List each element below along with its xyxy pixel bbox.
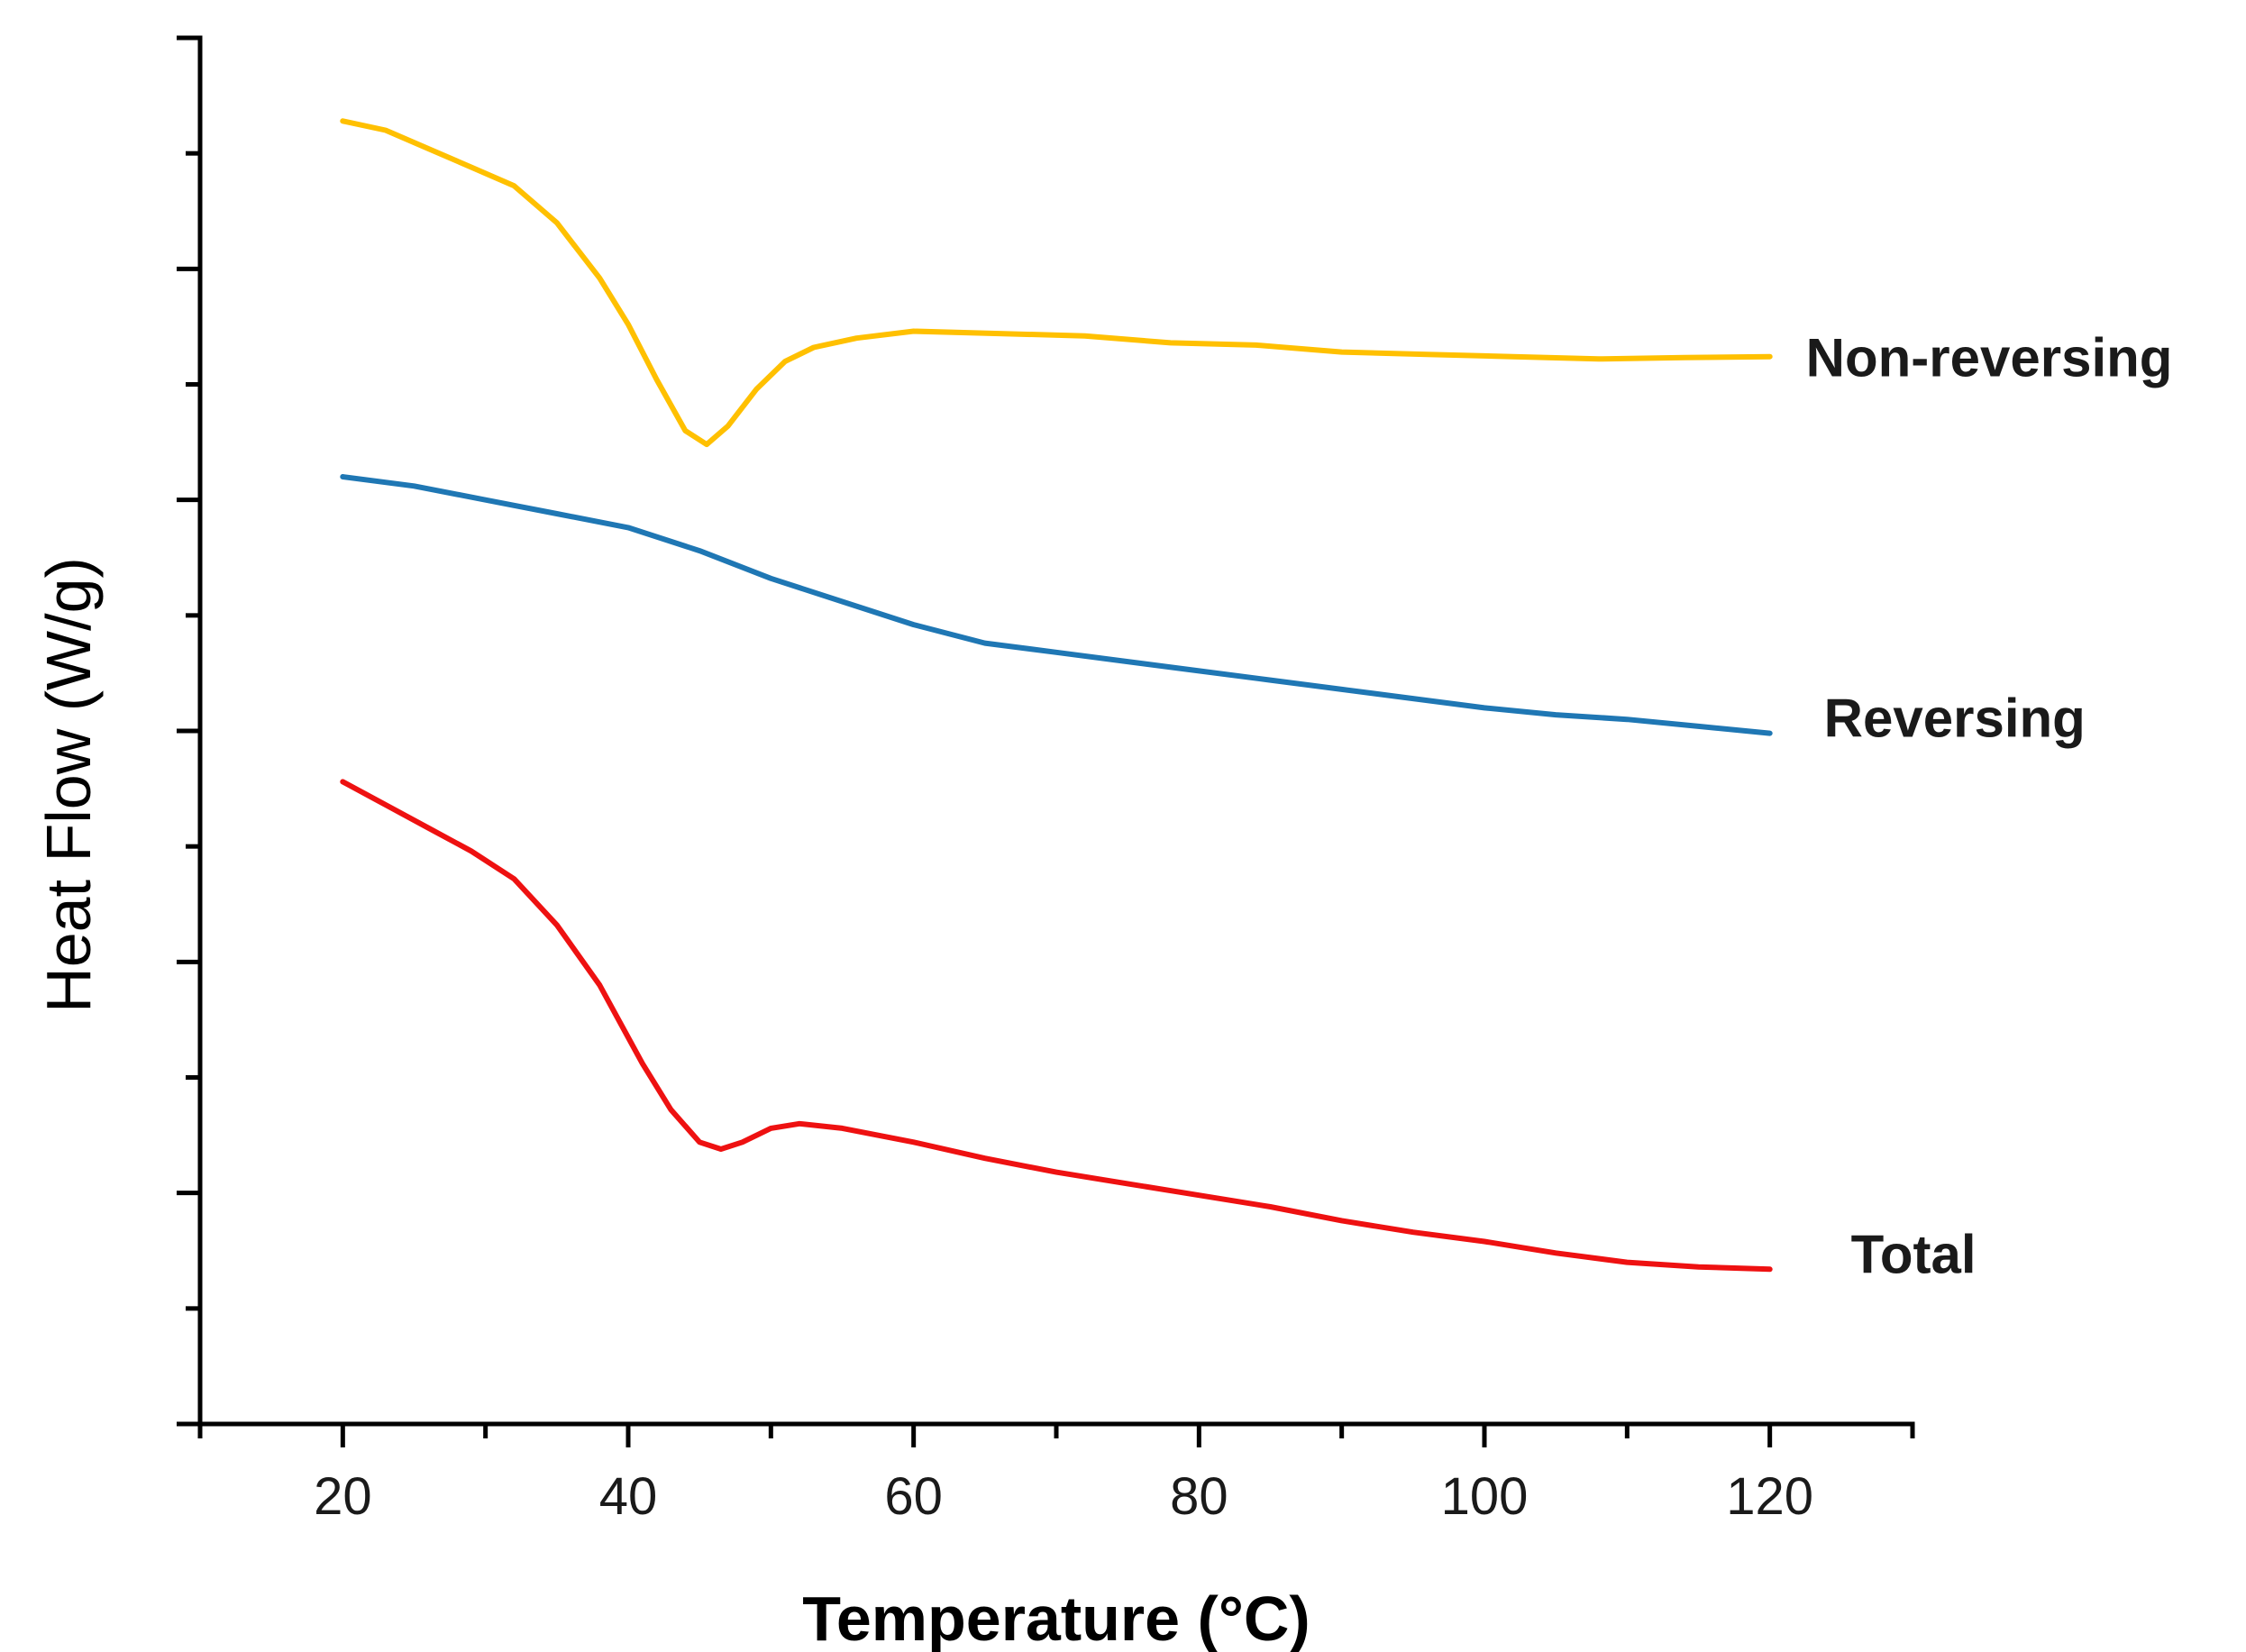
total-line <box>340 779 1773 1273</box>
x-tick-label: 20 <box>314 1467 372 1526</box>
x-tick-label: 40 <box>599 1467 658 1526</box>
reversing-label: Reversing <box>1824 689 2086 749</box>
x-tick-labels: 20 40 60 80 100 120 <box>314 1467 1813 1526</box>
series-lines <box>340 118 1773 1273</box>
non-reversing-line <box>340 118 1773 448</box>
x-tick-label: 120 <box>1726 1467 1813 1526</box>
x-tick-label: 60 <box>884 1467 943 1526</box>
x-tick-label: 80 <box>1170 1467 1228 1526</box>
x-ticks <box>197 1424 1915 1447</box>
non-reversing-label: Non-reversing <box>1806 328 2173 388</box>
y-ticks <box>177 35 200 1427</box>
x-tick-label: 100 <box>1441 1467 1529 1526</box>
x-axis: 20 40 60 80 100 120 <box>197 1421 1915 1526</box>
total-label: Total <box>1851 1224 1977 1284</box>
reversing-line <box>340 474 1773 736</box>
y-axis <box>177 35 203 1427</box>
series-labels: Non-reversing Reversing Total <box>1806 328 2173 1285</box>
x-axis-title: Temperature (°C) <box>802 1584 1310 1652</box>
y-axis-title: Heat Flow (W/g) <box>33 557 104 1013</box>
